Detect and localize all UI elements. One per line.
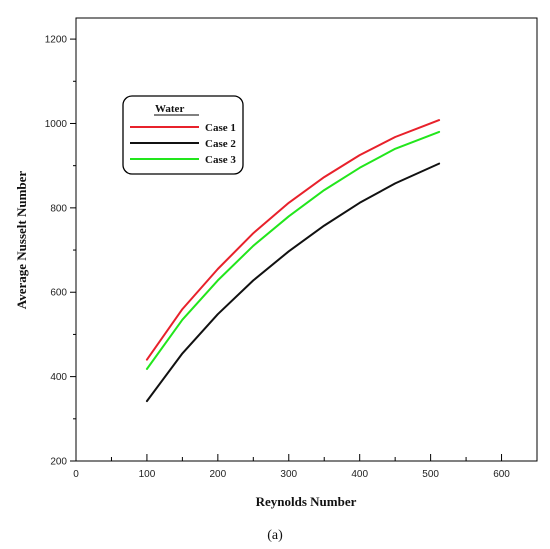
series-line-case-2 [145,162,441,403]
x-tick-label-500: 500 [422,469,439,480]
legend-label-case-1: Case 1 [205,122,236,134]
figure-caption: (a) [267,528,283,543]
x-tick-label-400: 400 [351,469,368,480]
y-axis-title: Average Nusselt Number [14,171,29,310]
series-layer [145,119,441,403]
legend-title: Water [155,103,184,115]
y-tick-label-800: 800 [50,203,67,214]
series-line-case-1 [145,119,441,361]
x-tick-label-300: 300 [280,469,297,480]
y-tick-label-400: 400 [50,372,67,383]
ticks-layer: 0 100 200 300 400 500 600 200 400 600 800 1000 1200 [45,35,511,480]
y-tick-label-1000: 1000 [45,119,68,130]
x-tick-label-200: 200 [210,469,227,480]
legend-box [122,95,244,175]
legend-items: Case 1 Case 2 Case 3 [130,122,236,166]
y-tick-label-200: 200 [50,457,67,468]
y-tick-label-1200: 1200 [45,35,68,46]
plot-frame [75,17,538,462]
series-line-case-3 [145,130,441,370]
legend-label-case-3: Case 3 [205,154,236,166]
legend-label-case-2: Case 2 [205,138,236,150]
legend: Water Case 1 Case 2 Case 3 [122,95,244,175]
x-tick-label-100: 100 [139,469,156,480]
x-tick-label-600: 600 [493,469,510,480]
y-tick-label-600: 600 [50,288,67,299]
x-tick-label-0: 0 [73,469,79,480]
x-axis-title: Reynolds Number [256,494,357,509]
